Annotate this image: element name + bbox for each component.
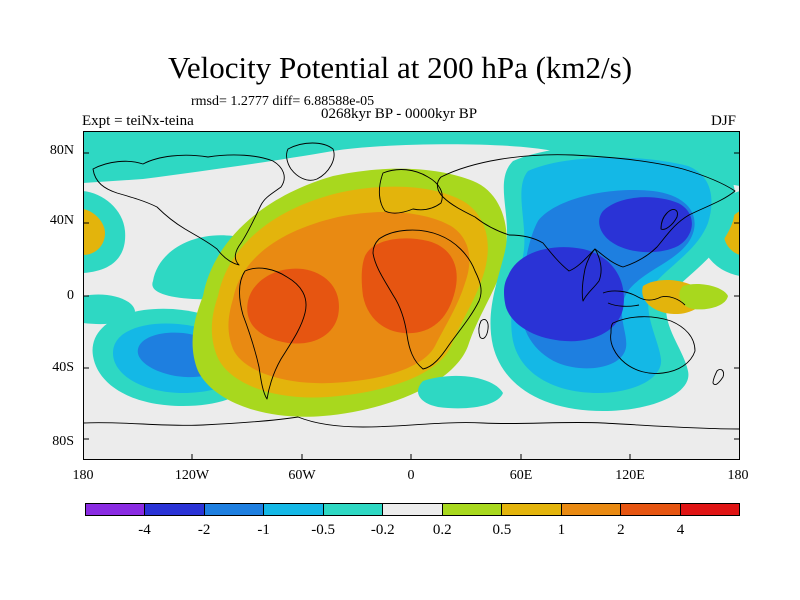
contour-left-yellow bbox=[83, 209, 105, 255]
lat-label-40n: 40N bbox=[49, 213, 74, 228]
period-label: 0268kyr BP - 0000kyr BP bbox=[321, 106, 478, 122]
lat-label-40s: 40S bbox=[52, 360, 74, 375]
experiment-label: Expt = teiNx-teina bbox=[82, 113, 194, 129]
colorbar-segment-0 bbox=[86, 504, 146, 515]
colorbar-segment-4 bbox=[323, 504, 384, 515]
lat-label-80n: 80N bbox=[49, 143, 74, 158]
lon-label-180e: 180 bbox=[727, 468, 749, 483]
contour-samerica-redorange bbox=[247, 268, 339, 344]
coast-europe bbox=[378, 169, 443, 214]
lon-label-180w: 180 bbox=[72, 468, 94, 483]
coast-antarctica bbox=[83, 416, 740, 430]
chart-title: Velocity Potential at 200 hPa (km2/s) bbox=[167, 50, 633, 85]
coast-africa bbox=[372, 229, 482, 370]
contour-ind-deepblue bbox=[504, 247, 624, 342]
coast-madagascar bbox=[478, 318, 489, 340]
colorbar-label-5: 0.2 bbox=[432, 522, 452, 538]
contour-wpac-lime bbox=[679, 284, 728, 310]
season-label: DJF bbox=[711, 113, 737, 129]
lon-label-120w: 120W bbox=[174, 468, 210, 483]
colorbar-label-1: -2 bbox=[197, 522, 211, 538]
colorbar-label-4: -0.2 bbox=[370, 522, 395, 538]
coast-asia bbox=[436, 154, 736, 272]
colorbar-segment-8 bbox=[561, 504, 622, 515]
lat-label-80s: 80S bbox=[52, 434, 74, 449]
coast-new-zealand bbox=[712, 368, 724, 386]
lon-label-60e: 60E bbox=[509, 468, 533, 483]
coastlines bbox=[83, 142, 740, 430]
contour-satl-cyan bbox=[418, 375, 503, 409]
map-svg bbox=[83, 131, 740, 460]
colorbar-label-7: 1 bbox=[557, 522, 566, 538]
colorbar-segment-9 bbox=[621, 504, 681, 515]
colorbar-label-3: -0.5 bbox=[311, 522, 336, 538]
lon-label-0: 0 bbox=[407, 468, 415, 483]
colorbar-label-0: -4 bbox=[138, 522, 151, 538]
stats-label: rmsd= 1.2777 diff= 6.88588e-05 bbox=[191, 94, 375, 109]
coast-north-america bbox=[92, 154, 285, 266]
colorbar-segment-1 bbox=[145, 504, 205, 515]
coast-japan bbox=[660, 209, 678, 230]
lon-label-60w: 60W bbox=[288, 468, 316, 483]
coast-greenland bbox=[286, 142, 335, 181]
contour-north-cyan bbox=[83, 131, 740, 186]
contour-left-lower-cyan bbox=[83, 294, 135, 325]
colorbar bbox=[85, 503, 740, 516]
contour-africa-redorange bbox=[361, 238, 457, 334]
colorbar-label-2: -1 bbox=[257, 522, 270, 538]
lat-label-0: 0 bbox=[67, 288, 74, 303]
contour-antarctic-neutral bbox=[83, 411, 740, 460]
colorbar-label-8: 2 bbox=[617, 522, 625, 538]
colorbar-segment-2 bbox=[204, 504, 265, 515]
coast-south-america bbox=[239, 267, 307, 400]
colorbar-segment-3 bbox=[264, 504, 324, 515]
colorbar-label-6: 0.5 bbox=[492, 522, 512, 538]
contour-right-yellow bbox=[723, 211, 740, 255]
coast-indonesia bbox=[602, 290, 686, 307]
map-panel bbox=[83, 131, 740, 460]
colorbar-segment-6 bbox=[442, 504, 503, 515]
colorbar-segment-5 bbox=[383, 504, 443, 515]
coast-australia bbox=[610, 316, 696, 374]
colorbar-segment-7 bbox=[502, 504, 562, 515]
map-ticks bbox=[83, 152, 740, 460]
lon-label-120e: 120E bbox=[615, 468, 645, 483]
colorbar-segment-10 bbox=[680, 504, 739, 515]
colorbar-label-9: 4 bbox=[676, 522, 685, 538]
coast-indochina bbox=[581, 248, 602, 302]
